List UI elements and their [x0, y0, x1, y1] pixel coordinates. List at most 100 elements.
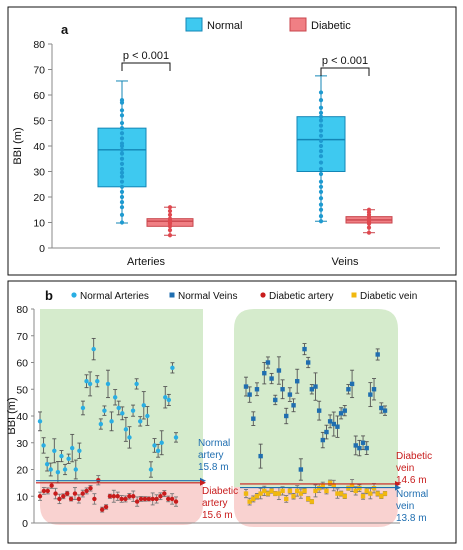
data-point — [119, 126, 125, 131]
reference-line-arrow — [395, 484, 401, 491]
data-point — [37, 494, 43, 499]
data-point — [353, 443, 358, 448]
data-point — [72, 491, 78, 496]
data-point — [291, 403, 296, 408]
data-point — [107, 494, 113, 499]
legend-swatch-normal — [185, 17, 203, 32]
data-point — [119, 98, 125, 103]
data-point — [375, 491, 380, 496]
data-point — [346, 486, 351, 491]
data-point — [262, 488, 267, 494]
data-point — [131, 494, 136, 499]
legend-label-normal: Normal — [207, 20, 242, 32]
data-point — [159, 440, 164, 445]
data-point — [318, 179, 324, 184]
data-point — [287, 488, 293, 494]
panel-b-frame — [7, 280, 457, 544]
reference-line-label: 14.6 m — [396, 475, 427, 486]
data-point — [273, 491, 278, 496]
y-tick-label: 60 — [16, 358, 28, 370]
data-point — [146, 496, 151, 502]
data-point — [91, 346, 96, 352]
data-point — [318, 207, 324, 212]
y-tick-label: 40 — [33, 141, 45, 153]
data-point — [44, 461, 50, 467]
data-point — [158, 494, 163, 499]
data-point — [119, 220, 125, 225]
data-point — [119, 131, 125, 136]
data-point — [320, 483, 326, 488]
data-point — [302, 346, 307, 352]
data-point — [318, 149, 324, 154]
data-point — [280, 387, 285, 392]
data-point — [154, 496, 159, 502]
data-point — [103, 504, 109, 510]
data-point — [163, 395, 168, 400]
data-point — [243, 491, 249, 496]
data-point — [382, 408, 388, 413]
data-point — [119, 200, 125, 205]
data-point — [280, 488, 285, 494]
panel-a-label: a — [61, 22, 69, 37]
data-point — [98, 421, 104, 427]
data-point — [269, 488, 274, 494]
data-point — [120, 411, 125, 416]
y-tick-label: 20 — [33, 192, 45, 204]
y-tick-label: 60 — [33, 90, 45, 102]
data-point — [318, 98, 324, 103]
data-point — [119, 170, 125, 175]
data-point — [284, 496, 289, 502]
data-point — [287, 392, 293, 397]
reference-line-label: Diabetic — [202, 486, 238, 497]
legend-label: Diabetic artery — [269, 291, 333, 302]
data-point — [335, 491, 340, 496]
data-point — [327, 419, 333, 424]
y-tick-label: 80 — [33, 39, 45, 51]
y-axis-title: BBI (m) — [12, 127, 24, 164]
data-point — [357, 486, 362, 491]
data-point — [150, 496, 155, 502]
reference-line-arrow — [200, 479, 206, 486]
data-point — [119, 120, 125, 126]
data-point — [318, 184, 324, 189]
data-point — [166, 397, 172, 403]
data-point — [320, 437, 326, 443]
legend-label: Diabetic vein — [360, 291, 417, 302]
data-point — [49, 483, 54, 488]
data-point — [316, 408, 322, 413]
data-point — [276, 368, 282, 373]
data-point — [313, 488, 318, 494]
data-point — [295, 488, 300, 494]
data-point — [305, 496, 311, 502]
reference-line-label: 13.8 m — [396, 513, 427, 524]
data-point — [298, 491, 304, 496]
data-point — [119, 205, 125, 210]
legend-swatch-diabetic — [289, 17, 307, 32]
y-tick-label: 50 — [16, 384, 28, 396]
data-point — [41, 488, 47, 494]
data-point — [318, 118, 324, 123]
y-tick-label: 40 — [16, 411, 28, 423]
data-point — [148, 467, 154, 472]
x-tick-label: Arteries — [127, 256, 165, 268]
y-tick-label: 80 — [16, 304, 28, 316]
data-point — [305, 360, 311, 365]
y-tick-label: 70 — [16, 331, 28, 343]
data-point — [84, 488, 89, 494]
data-point — [130, 408, 136, 413]
x-tick-label: Veins — [332, 256, 359, 268]
data-point — [127, 435, 132, 440]
normal-vein-region — [234, 309, 398, 487]
significance-bracket — [320, 67, 370, 76]
data-point — [309, 499, 315, 504]
data-point — [313, 384, 318, 389]
data-point — [318, 123, 324, 128]
data-point — [65, 491, 70, 496]
data-point — [119, 136, 125, 141]
reference-line-label: Normal — [396, 489, 428, 500]
data-point — [116, 405, 121, 411]
data-point — [318, 166, 324, 172]
data-point — [112, 395, 118, 400]
data-point — [152, 443, 157, 448]
data-point — [269, 376, 274, 381]
